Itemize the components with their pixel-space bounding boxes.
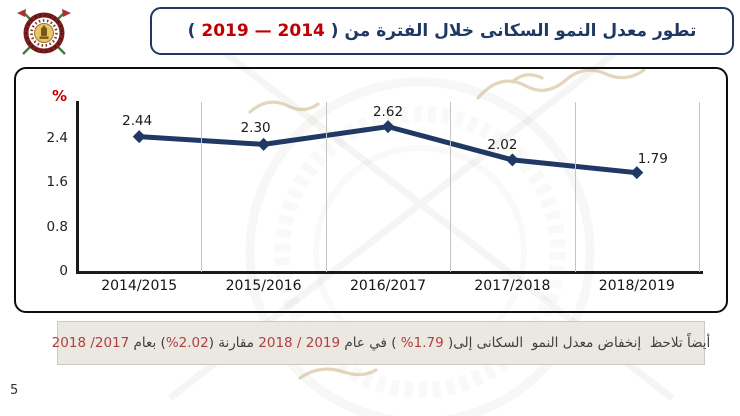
chart-panel: % 0 0.8 1.6 2.4 2014/2015 2015/2016 2016/2017 2… — [14, 67, 728, 313]
gridline — [699, 102, 700, 272]
x-category-label: 2017/2018 — [474, 278, 551, 294]
y-tick-label: 2.4 — [46, 129, 68, 146]
text-segment: ) في عام — [340, 335, 401, 351]
text-segment: 2018 /2017 — [51, 335, 130, 351]
text-segment: تطور معدل النمو السكانى خلال الفترة من ( — [324, 21, 697, 41]
pennant-icon — [17, 9, 26, 17]
growth-rate-line-series — [132, 120, 644, 180]
x-category-label: 2016/2017 — [350, 278, 426, 294]
y-tick-label: 0.8 — [46, 218, 68, 235]
text-segment: — — [248, 21, 278, 41]
y-tick-label: 0 — [59, 263, 68, 279]
gridline — [574, 102, 576, 272]
capmas-logo — [17, 9, 71, 55]
data-point-label: 2.30 — [240, 120, 271, 137]
data-point-marker — [505, 153, 519, 167]
data-point-marker — [257, 137, 271, 151]
x-category-label: 2018/2019 — [598, 278, 675, 294]
gridline — [450, 102, 452, 272]
page-number: 5 — [10, 383, 19, 398]
gridline — [325, 102, 327, 272]
y-axis-unit-label: % — [52, 87, 68, 105]
data-point-marker — [132, 130, 146, 144]
data-point-label: 1.79 — [637, 150, 668, 167]
text-segment: 2014 — [277, 21, 325, 41]
data-point-label: 2.62 — [372, 103, 404, 120]
text-segment: أيضاً تلاحظ إنخفاض معدل النمو السكانى إل… — [443, 335, 711, 351]
slide-title: تطور معدل النمو السكانى خلال الفترة من (… — [150, 7, 734, 55]
x-axis-line — [76, 271, 703, 274]
note-box: أيضاً تلاحظ إنخفاض معدل النمو السكانى إل… — [52, 321, 710, 365]
text-segment: %1.79 — [400, 335, 444, 351]
eagle-icon — [39, 25, 49, 39]
y-axis-line — [76, 101, 79, 273]
series-line — [139, 124, 638, 176]
text-segment: 2019 — [201, 21, 249, 41]
data-point-label: 2.44 — [122, 112, 153, 129]
text-segment: 2018 / 2019 — [258, 335, 341, 351]
text-segment: ) — [187, 21, 202, 41]
x-category-label: 2015/2016 — [225, 278, 302, 294]
text-segment: مقارنة ( — [208, 335, 259, 351]
gridline — [201, 102, 203, 272]
x-category-label: 2014/2015 — [101, 278, 178, 294]
data-point-marker — [381, 120, 395, 134]
text-segment: %2.02 — [165, 335, 209, 351]
data-point-marker — [630, 166, 644, 180]
data-point-label: 2.02 — [487, 136, 518, 153]
text-segment: ) بعام — [129, 335, 166, 351]
pennant-icon — [62, 9, 71, 17]
y-tick-label: 1.6 — [46, 174, 68, 191]
